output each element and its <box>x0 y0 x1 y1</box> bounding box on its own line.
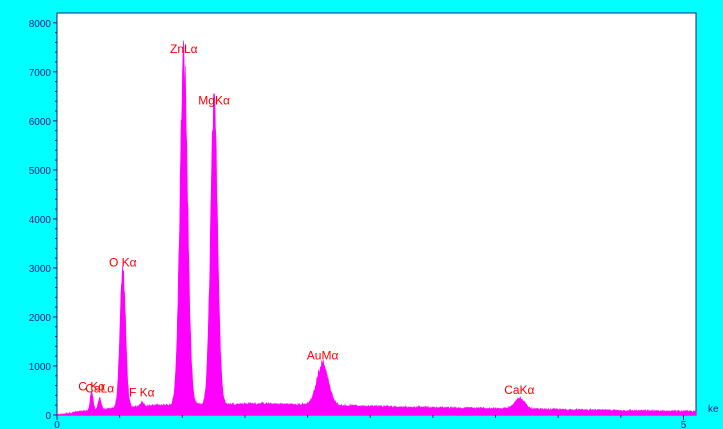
x-axis-unit-label: ke <box>708 404 719 415</box>
y-tick-label: 3000 <box>29 264 52 275</box>
peak-label: ZnLα <box>170 42 198 56</box>
spectrum-layer <box>56 40 697 416</box>
y-tick-label: 5000 <box>29 166 52 177</box>
y-tick-label: 4000 <box>29 215 52 226</box>
y-tick-label: 6000 <box>29 117 52 128</box>
peak-label: AuMα <box>307 349 339 363</box>
peak-label: O Kα <box>109 255 137 269</box>
axis-layer: 0 1000 2000 3000 4000 5000 6000 7000 8000 0 5 ke <box>29 19 719 429</box>
peak-label: CaLα <box>85 381 114 395</box>
spectrum-area <box>56 40 697 416</box>
peak-label: CaKα <box>504 383 534 397</box>
y-tick-label: 8000 <box>29 19 52 30</box>
peak-label: F Kα <box>129 385 155 399</box>
plot-area <box>56 12 697 416</box>
x-tick-label: 5 <box>681 420 687 429</box>
y-tick-label: 7000 <box>29 68 52 79</box>
y-tick-label: 0 <box>45 411 51 422</box>
peak-label: MgKα <box>198 94 230 108</box>
y-tick-label: 1000 <box>29 362 52 373</box>
peak-label: C Kα <box>78 379 105 393</box>
y-tick-label: 2000 <box>29 313 52 324</box>
x-tick-label: 0 <box>54 420 60 429</box>
